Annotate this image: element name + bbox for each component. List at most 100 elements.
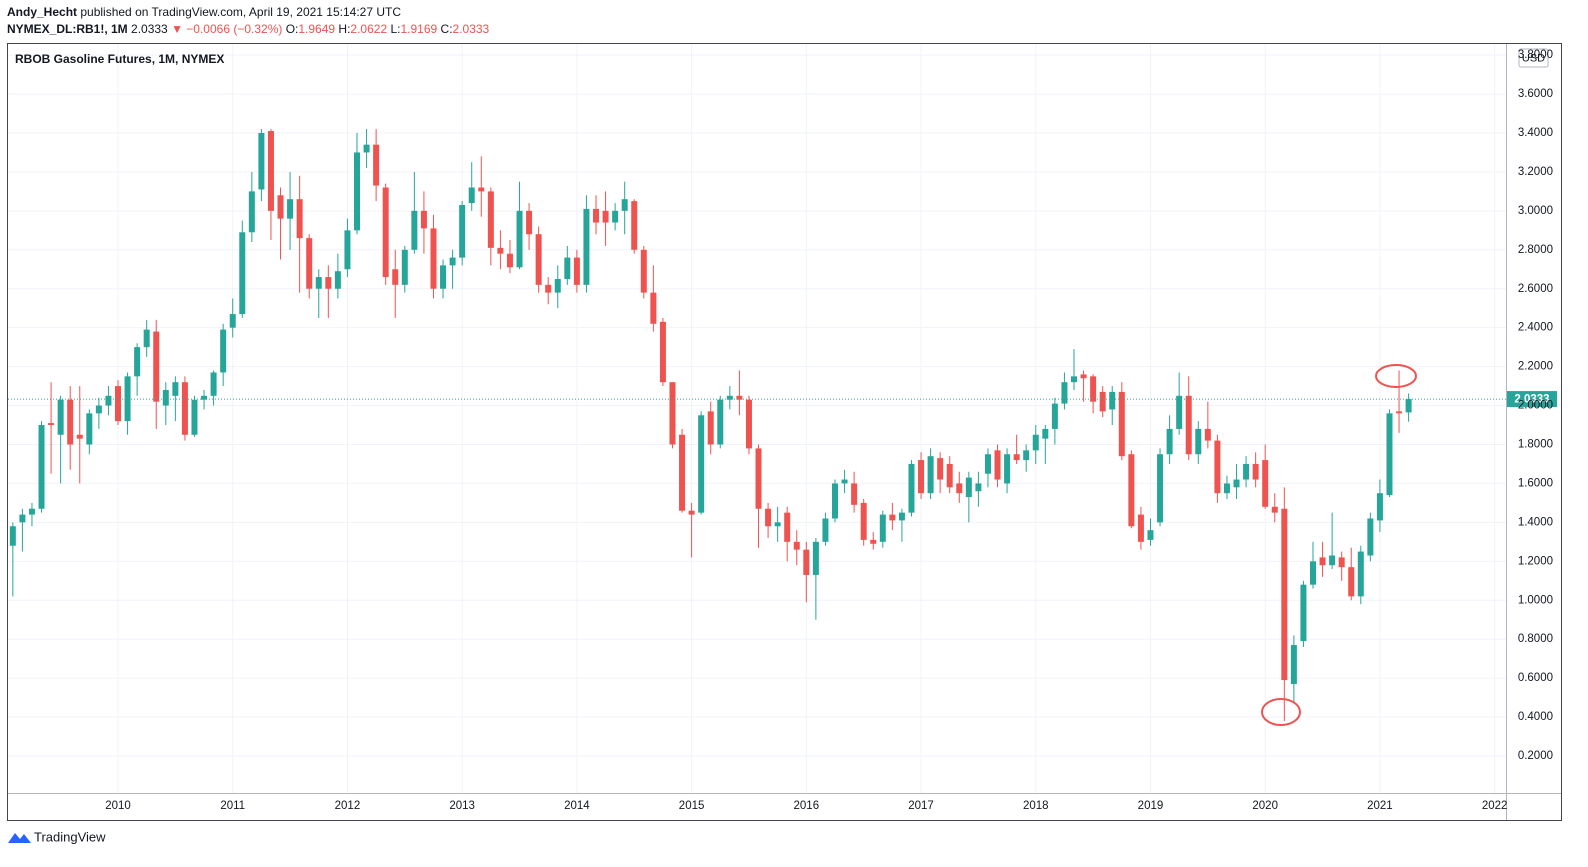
l-value: 1.9169 (400, 22, 438, 36)
candle-body (1233, 479, 1240, 488)
candle-body (1061, 382, 1068, 404)
candle-body (1099, 391, 1106, 412)
x-tick-label: 2021 (1367, 800, 1393, 812)
candle-body (918, 460, 925, 494)
candle-body (487, 191, 494, 248)
candle-body (784, 512, 791, 542)
candle-body (908, 463, 915, 513)
candle-body (76, 434, 83, 439)
candle-body (994, 450, 1001, 480)
candle-body (9, 526, 16, 546)
y-tick-label: 3.6000 (1518, 88, 1553, 100)
candle-body (984, 454, 991, 474)
candle-body (1281, 508, 1288, 681)
candle-body (430, 228, 437, 289)
y-tick-label: 1.8000 (1518, 439, 1553, 451)
candle-body (726, 395, 733, 400)
candle-body (535, 234, 542, 285)
candle-body (583, 208, 590, 285)
candle-body (325, 277, 332, 289)
annotation-circle (1261, 698, 1301, 726)
y-tick-label: 0.6000 (1518, 672, 1553, 684)
candle-body (28, 508, 35, 515)
candle-body (1357, 551, 1364, 597)
candle-body (440, 265, 447, 289)
candle-body (1310, 561, 1316, 585)
candle-body (793, 541, 800, 550)
y-tick-label: 1.6000 (1518, 477, 1553, 489)
x-tick-label: 2015 (679, 800, 705, 812)
candle-body (898, 512, 905, 521)
candle-body (220, 329, 227, 373)
y-tick-label: 2.4000 (1518, 322, 1553, 334)
candle-body (1080, 374, 1087, 379)
candle-body (229, 314, 236, 328)
candle-body (1128, 454, 1135, 527)
candle-body (267, 131, 274, 211)
candle-body (1023, 450, 1030, 461)
candle-body (363, 144, 370, 153)
candle-body (1166, 428, 1173, 455)
symbol: NYMEX_DL:RB1!, 1M (7, 22, 128, 36)
candle-body (870, 539, 877, 544)
candle-body (812, 541, 819, 575)
candle-body (1319, 557, 1326, 566)
currency: USD (1522, 52, 1545, 64)
last-price-tag (1507, 391, 1557, 408)
candle-body (239, 232, 246, 315)
y-tick-label: 2.2000 (1518, 361, 1553, 373)
candle-body (803, 549, 810, 575)
candle-body (1348, 567, 1355, 597)
c-value: 2.0333 (452, 22, 490, 36)
published: published on TradingView.com, April 19, … (80, 5, 402, 19)
candle-body (48, 423, 55, 426)
candle-body (172, 382, 179, 396)
candle-body (468, 187, 475, 204)
candle-body (765, 508, 772, 527)
candle-body (57, 399, 64, 435)
y-tick-label: 1.4000 (1518, 516, 1553, 528)
x-tick-label: 2011 (220, 800, 245, 812)
candle-body (946, 463, 953, 488)
candle-body (612, 210, 619, 223)
candle-body (38, 425, 45, 509)
x-tick-label: 2016 (794, 800, 820, 812)
candle-body (459, 205, 466, 258)
candle-body (631, 201, 638, 250)
y-tick-label: 2.8000 (1518, 244, 1553, 256)
x-tick-label: 2022 (1482, 800, 1508, 812)
y-tick-label: 1.2000 (1518, 555, 1553, 567)
candle-body (287, 199, 294, 219)
overlay: 2.0333 (8, 391, 1557, 408)
candle-body (420, 210, 427, 229)
x-tick-label: 2020 (1252, 800, 1278, 812)
candle-body (411, 210, 418, 250)
candle-body (707, 411, 714, 445)
quote-line: NYMEX_DL:RB1!, 1M 2.0333 ▼ −0.0066 (−0.3… (7, 21, 489, 38)
candle-body (965, 477, 972, 498)
candle-body (191, 399, 198, 435)
candle-body (1243, 463, 1250, 480)
candle-body (889, 514, 896, 521)
y-tick-label: 2.6000 (1518, 283, 1553, 295)
x-tick-label: 2018 (1023, 800, 1049, 812)
candles (9, 129, 1412, 721)
candle-body (516, 210, 523, 268)
candle-body (506, 253, 513, 268)
candle-body (1300, 584, 1307, 642)
candle-body (621, 199, 628, 211)
candle-body (1004, 454, 1011, 484)
y-tick-label: 3.8000 (1518, 49, 1553, 61)
candle-body (181, 382, 188, 435)
x-tick-label: 2010 (105, 800, 131, 812)
logo (8, 833, 31, 843)
candle-body (1109, 391, 1116, 410)
candle-body (1290, 645, 1297, 684)
candle-body (736, 395, 743, 400)
candle-body (745, 399, 752, 449)
x-tick-label: 2013 (449, 800, 475, 812)
y-tick-label: 2.0000 (1518, 400, 1553, 412)
candle-body (1185, 395, 1192, 455)
header: Andy_Hecht published on TradingView.com,… (7, 4, 489, 38)
